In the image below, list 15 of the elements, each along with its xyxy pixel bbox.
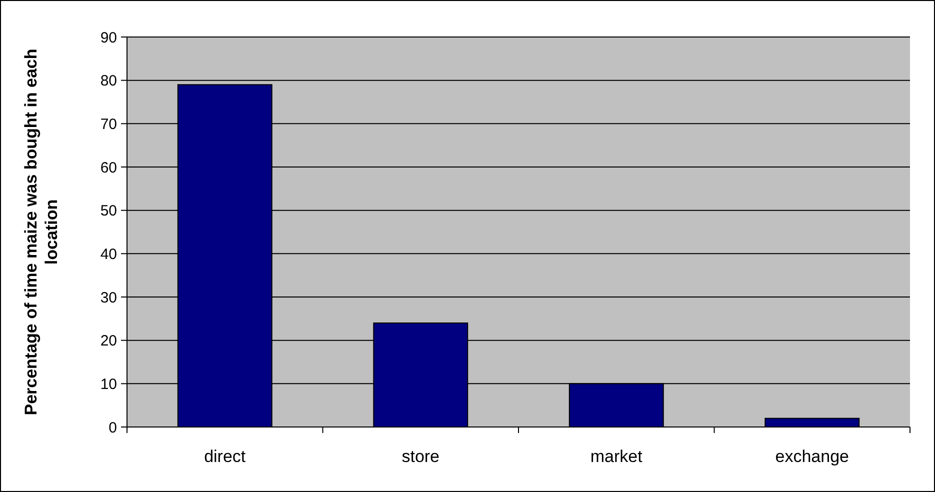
- y-tick-label: 90: [100, 29, 117, 46]
- y-tick-label: 30: [100, 289, 117, 306]
- y-axis-title: Percentage of time maize was bought in each location: [22, 48, 61, 416]
- x-tick-label: exchange: [775, 447, 849, 466]
- y-tick-label: 40: [100, 246, 117, 263]
- y-tick-label: 60: [100, 159, 117, 176]
- x-tick-label: market: [590, 447, 643, 466]
- x-tick-label: direct: [204, 447, 246, 466]
- y-tick-label: 20: [100, 332, 117, 350]
- y-tick-label: 10: [100, 376, 117, 393]
- y-tick-label: 0: [108, 419, 117, 436]
- y-tick-label: 80: [100, 72, 117, 90]
- y-tick-label: 70: [100, 116, 117, 133]
- x-tick-label: store: [402, 447, 440, 466]
- y-tick-label: 50: [100, 202, 117, 220]
